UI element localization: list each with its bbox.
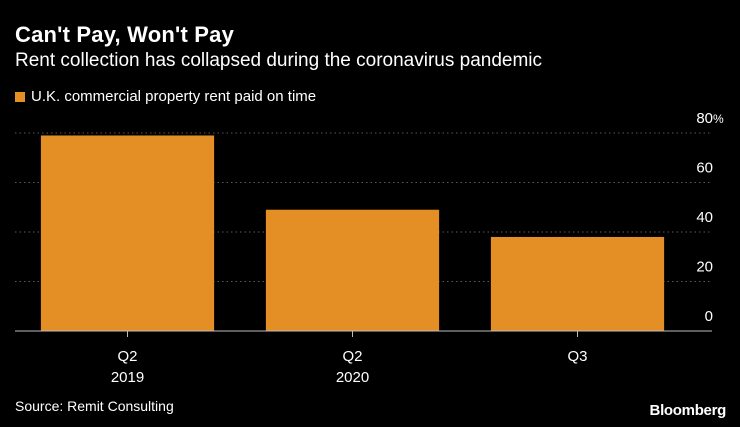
legend-label: U.K. commercial property rent paid on ti… [31,88,317,105]
y-tick-label-0: 0 [705,308,713,325]
y-tick-label-80: 80 [696,110,713,127]
x-tick-label-2-0: Q3 [567,348,587,365]
y-tick-label-60: 60 [696,160,713,177]
bar-2 [490,236,665,331]
chart-subtitle: Rent collection has collapsed during the… [15,50,543,71]
x-tick-label-1-1: 2020 [336,369,369,386]
bar-1 [265,209,440,331]
bar-0 [40,135,215,331]
brand-logo: Bloomberg [649,402,727,419]
legend: U.K. commercial property rent paid on ti… [15,88,316,105]
legend-swatch [15,91,25,102]
chart-title: Can't Pay, Won't Pay [15,22,235,47]
x-tick-label-1-0: Q2 [342,348,362,365]
source-note: Source: Remit Consulting [15,398,174,414]
y-tick-label-20: 20 [696,259,713,276]
y-tick-label-40: 40 [696,209,713,226]
x-tick-label-0-1: 2019 [111,369,144,386]
y-unit-label: % [713,112,724,126]
x-tick-label-0-0: Q2 [117,348,137,365]
